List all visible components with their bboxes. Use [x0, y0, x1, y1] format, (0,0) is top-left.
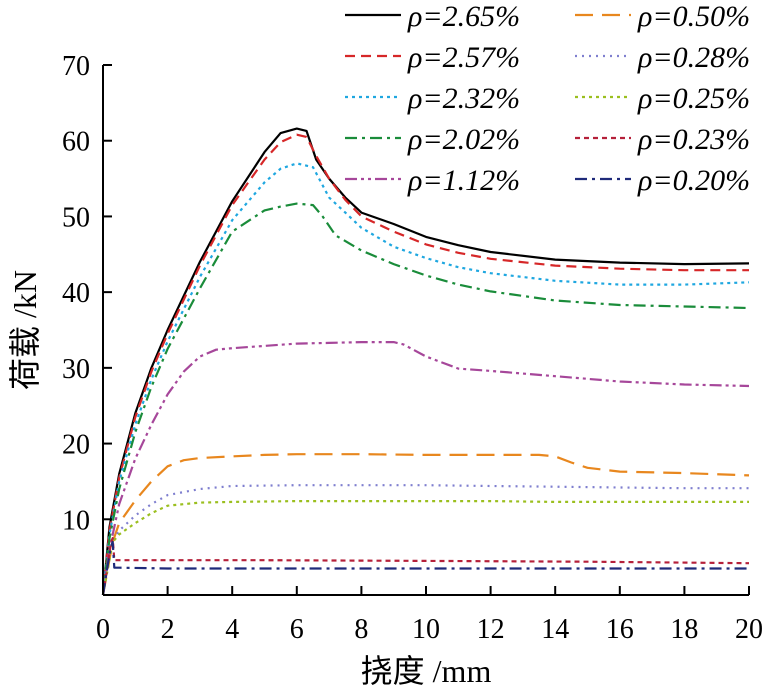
legend: ρ=2.65% ρ=2.57% ρ=2.32% ρ=2.02% ρ=1.12% ρ=0.5…	[345, 0, 750, 197]
x-tick-label: 20	[735, 614, 763, 645]
x-axis-label: 挠度 /mm	[361, 653, 492, 689]
y-tick-label: 10	[62, 505, 90, 536]
x-tick-label: 14	[541, 614, 569, 645]
series-line-3	[101, 202, 750, 596]
series-line-7	[101, 500, 749, 596]
series-line-0	[101, 127, 750, 596]
legend-label-6: ρ=0.28%	[637, 41, 750, 74]
x-tick-label: 2	[161, 614, 175, 645]
legend-label-5: ρ=0.50%	[637, 0, 750, 33]
y-tick-label: 40	[62, 278, 90, 309]
series-line-8	[101, 537, 750, 596]
x-tick-label: 8	[354, 614, 368, 645]
y-tick-label: 20	[62, 430, 90, 461]
series-layer	[101, 127, 750, 596]
legend-label-1: ρ=2.57%	[407, 41, 520, 74]
y-axis-label: 荷载 /kN	[7, 270, 43, 390]
series-line-1	[101, 133, 749, 596]
legend-label-0: ρ=2.65%	[407, 0, 520, 33]
legend-label-4: ρ=1.12%	[407, 164, 520, 197]
legend-label-9: ρ=0.20%	[637, 164, 750, 197]
series-line-6	[101, 484, 749, 596]
x-tick-label: 16	[606, 614, 634, 645]
y-tick-label: 60	[62, 127, 90, 158]
legend-label-2: ρ=2.32%	[407, 82, 520, 115]
ticks: 0 2 4 6 8 10 12 14 16 18 20 10 20 30 40 50 60 70	[62, 51, 763, 645]
y-tick-label: 30	[62, 354, 90, 385]
y-tick-label: 50	[62, 202, 90, 233]
x-tick-label: 6	[290, 614, 304, 645]
x-tick-label: 12	[477, 614, 505, 645]
x-tick-label: 4	[225, 614, 239, 645]
series-line-5	[101, 453, 750, 596]
series-line-9	[101, 540, 749, 596]
x-tick-label: 18	[670, 614, 698, 645]
x-tick-label: 0	[96, 614, 110, 645]
legend-label-8: ρ=0.23%	[637, 123, 750, 156]
series-line-4	[101, 341, 750, 596]
legend-label-3: ρ=2.02%	[407, 123, 520, 156]
legend-label-7: ρ=0.25%	[637, 82, 750, 115]
series-line-2	[101, 162, 750, 596]
y-tick-label: 70	[62, 51, 90, 82]
x-tick-label: 10	[412, 614, 440, 645]
